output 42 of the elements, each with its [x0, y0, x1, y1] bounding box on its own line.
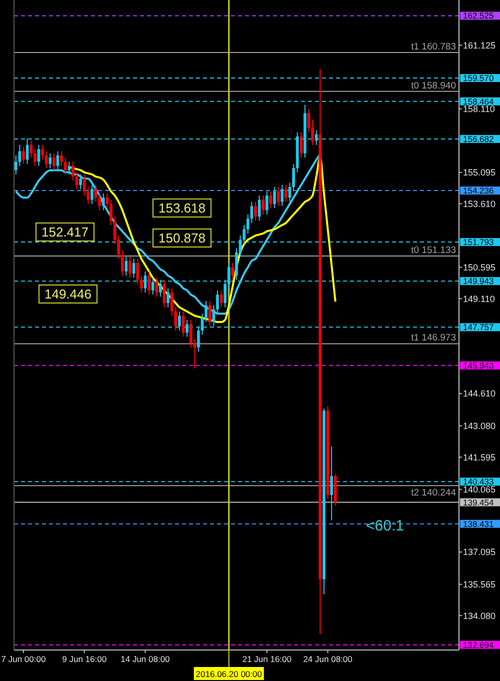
annotation: 152.417: [42, 224, 88, 240]
y-tick-label: 153.610: [463, 198, 496, 209]
x-tick-label: 14 Jun 08:00: [120, 654, 170, 664]
ref-line-label: 154.236: [463, 186, 494, 196]
ref-line-label: t1 160.783: [411, 41, 456, 52]
x-tick-label: 21 Jun 16:00: [242, 654, 292, 664]
annotation: 149.446: [44, 286, 92, 302]
y-tick-label: 155.095: [463, 168, 496, 178]
y-tick-label: 140.065: [463, 484, 496, 495]
x-tick-label: 9 Jun 16:00: [62, 654, 107, 664]
y-tick-label: 161.125: [463, 40, 496, 50]
ref-line-label: t0 158.940: [411, 80, 456, 92]
y-tick-label: 141.595: [463, 452, 496, 462]
ref-line-label: 156.682: [463, 134, 494, 144]
y-tick-label: 143.080: [463, 420, 496, 431]
ref-line-label: t0 151.133: [411, 244, 456, 256]
annotation: 153.618: [158, 200, 206, 216]
y-tick-label: 137.095: [463, 547, 496, 558]
x-tick-label: 24 Jun 08:00: [303, 654, 353, 664]
ref-line-label: t2 140.244: [411, 488, 456, 499]
ref-line-label: 140.433: [463, 476, 494, 487]
ref-line-label: 147.757: [463, 322, 494, 332]
y-tick-label: 144.610: [463, 388, 496, 399]
ref-line-label: 149.943: [463, 276, 494, 286]
ref-line-label: t1 146.973: [411, 332, 456, 344]
y-tick-label: 135.565: [463, 579, 496, 590]
annotation: <60:1: [366, 517, 404, 534]
x-tick-label: 7 Jun 00:00: [1, 654, 46, 664]
ref-line-label: 159.570: [463, 73, 494, 84]
ref-line-label: 162.525: [463, 10, 494, 21]
ref-line-label: 139.454: [463, 497, 494, 508]
ref-line-label: 151.793: [463, 237, 494, 248]
ref-line-label: 138.431: [463, 518, 494, 529]
x-tick-label: 2016.06.20 00:00: [196, 669, 262, 679]
y-tick-label: 149.110: [463, 294, 495, 304]
ref-line-label: 158.464: [463, 96, 494, 106]
y-tick-label: 150.595: [463, 262, 496, 272]
ref-line-label: 145.943: [463, 360, 494, 370]
ref-line-label: 132.694: [463, 640, 494, 650]
y-tick-label: 134.080: [463, 610, 496, 621]
y-tick-label: 158.110: [463, 104, 495, 114]
annotation: 150.878: [158, 230, 206, 246]
